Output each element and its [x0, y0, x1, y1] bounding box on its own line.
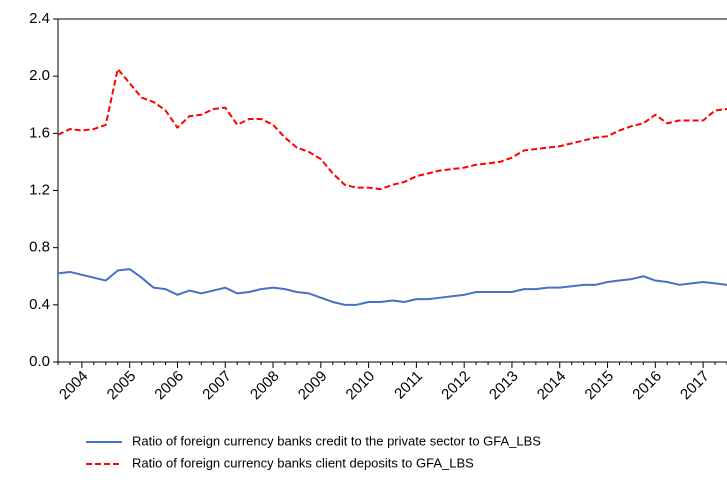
x-tick-label: 2008	[247, 368, 283, 404]
x-tick-label: 2013	[486, 368, 522, 404]
data-line	[57, 68, 727, 191]
y-tick-label: 2.4	[29, 10, 50, 27]
x-tick-label: 2016	[629, 368, 665, 404]
x-tick-label: 2014	[534, 368, 570, 404]
x-tick-label: 2011	[391, 368, 426, 403]
x-tick-label: 2017	[677, 368, 713, 404]
y-tick-label: 1.2	[29, 181, 50, 198]
y-tick-label: 0.4	[29, 296, 50, 313]
x-tick-label: 2010	[343, 368, 379, 404]
x-tick-label: 2007	[199, 368, 235, 404]
x-tick-label: 2009	[295, 368, 331, 404]
x-tick-label: 2015	[582, 368, 618, 404]
legend-label: Ratio of foreign currency banks client d…	[132, 455, 474, 470]
legend-label: Ratio of foreign currency banks credit t…	[132, 433, 541, 448]
legend: Ratio of foreign currency banks credit t…	[86, 433, 541, 470]
y-tick-label: 0.0	[29, 353, 50, 370]
x-tick-label: 2012	[438, 368, 474, 404]
x-tick-label: 2004	[56, 368, 92, 404]
y-tick-label: 2.0	[29, 67, 50, 84]
data-line	[57, 268, 727, 306]
x-tick-label: 2006	[151, 368, 187, 404]
y-tick-label: 0.8	[29, 239, 50, 256]
y-tick-label: 1.6	[29, 124, 50, 141]
x-tick-label: 2005	[104, 368, 140, 404]
